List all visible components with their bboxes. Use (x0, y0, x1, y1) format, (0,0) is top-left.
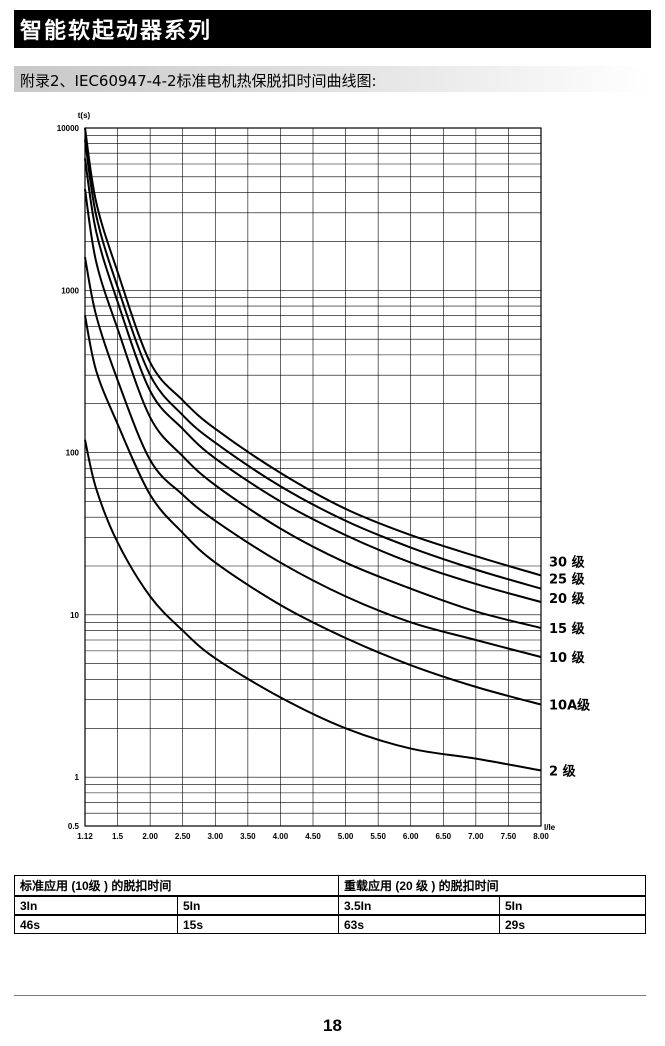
x-tick-label: 5.00 (338, 832, 354, 841)
section-bar (14, 66, 651, 92)
document-title: 智能软起动器系列 (20, 19, 213, 44)
x-tick-label: 4.00 (273, 832, 289, 841)
header-heavy-application: 重载应用 (20 级 ) 的脱扣时间 (338, 875, 646, 897)
x-tick-label: 4.50 (305, 832, 321, 841)
x-tick-label: 7.50 (501, 832, 517, 841)
curve-3 (84, 158, 542, 603)
y-tick-label: 1 (75, 773, 80, 782)
table-cell: 15s (177, 914, 339, 934)
y-axis-label: t(s) (78, 111, 91, 120)
x-tick-label: 5.50 (370, 832, 386, 841)
curve-5 (84, 256, 542, 658)
series-label: 30 级 (549, 554, 586, 570)
x-axis-label: I/Ie (544, 823, 556, 832)
table-cell: 3In (14, 895, 178, 916)
series-label: 10A级 (549, 698, 591, 714)
section-title: 附录2、IEC60947-4-2标准电机热保脱扣时间曲线图: (20, 72, 377, 90)
series-label: 25 级 (549, 572, 586, 588)
y-tick-label: 10 (70, 611, 79, 620)
table-cell: 63s (338, 914, 500, 934)
x-tick-label: 1.12 (77, 832, 93, 841)
x-tick-label: 8.00 (533, 832, 549, 841)
x-tick-label: 3.50 (240, 832, 256, 841)
curve-7 (84, 439, 542, 772)
table-header-row: 标准应用 (10级 ) 的脱扣时间 重载应用 (20 级 ) 的脱扣时间 (14, 875, 646, 897)
header-bar (14, 10, 651, 48)
table-cell: 3.5In (338, 895, 500, 916)
series-label: 20 级 (549, 591, 586, 607)
y-tick-label: 0.5 (68, 822, 80, 831)
x-tick-label: 7.00 (468, 832, 484, 841)
series-label: 15 级 (549, 621, 586, 637)
x-tick-label: 3.00 (207, 832, 223, 841)
table-cell: 5In (177, 895, 339, 916)
trip-time-table: 标准应用 (10级 ) 的脱扣时间 重载应用 (20 级 ) 的脱扣时间 3In… (14, 875, 646, 934)
series-label: 10 级 (549, 650, 586, 666)
x-tick-label: 2.00 (142, 832, 158, 841)
table-cell: 5In (499, 895, 646, 916)
x-tick-label: 6.50 (435, 832, 451, 841)
header-standard-application: 标准应用 (10级 ) 的脱扣时间 (14, 875, 339, 897)
table-row-time: 46s 15s 63s 29s (14, 914, 646, 934)
y-tick-label: 10000 (57, 124, 80, 133)
table-cell: 46s (14, 914, 178, 934)
y-tick-label: 1000 (61, 286, 79, 295)
curve-2 (84, 139, 542, 590)
series-label: 2 级 (549, 763, 577, 779)
page-number: 18 (323, 1016, 342, 1035)
table-row-current: 3In 5In 3.5In 5In (14, 895, 646, 916)
curve-6 (84, 315, 542, 706)
footer-divider (14, 995, 646, 996)
curve-4 (84, 188, 542, 629)
trip-curve-chart: 0.5 1 10 100 1000 10000 1.12 1.5 2.00 2.50 3.00 3.5… (57, 111, 591, 841)
x-tick-label: 1.5 (112, 832, 124, 841)
y-tick-label: 100 (66, 449, 80, 458)
x-tick-label: 6.00 (403, 832, 419, 841)
x-tick-label: 2.50 (175, 832, 191, 841)
table-cell: 29s (499, 914, 646, 934)
curve-1 (84, 127, 542, 577)
